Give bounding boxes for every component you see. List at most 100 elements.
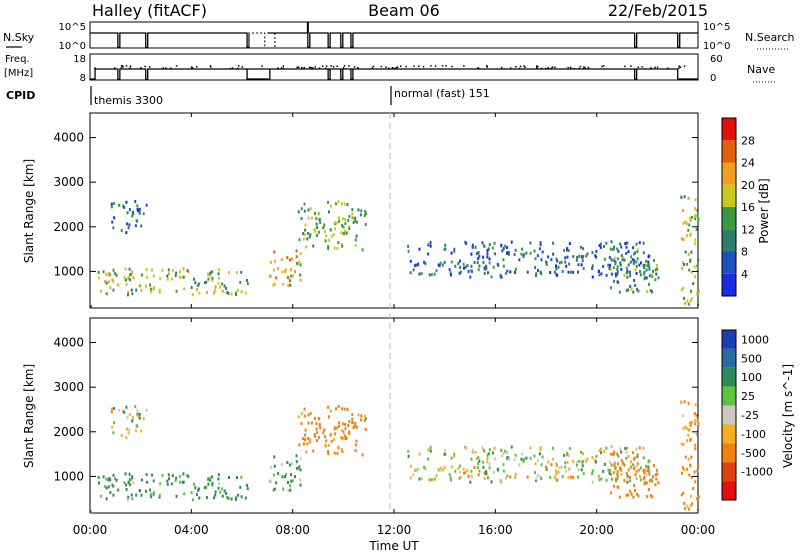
velocity-data-point (303, 407, 306, 411)
power-data-point (644, 276, 647, 280)
power-panel: 1000 2000 3000 4000 Slant Range [km] (22, 112, 700, 309)
power-data-point (132, 276, 135, 280)
velocity-data-point (433, 477, 436, 481)
power-data-point (236, 271, 239, 275)
velocity-data-point (618, 495, 621, 499)
power-data-point (135, 288, 138, 292)
power-data-point (629, 284, 632, 288)
power-data-point (363, 214, 366, 218)
velocity-data-point (607, 468, 610, 472)
velocity-data-point (514, 453, 517, 457)
power-data-point (282, 282, 285, 286)
velocity-data-point (638, 446, 641, 450)
power-data-point (299, 252, 302, 256)
velocity-data-point (609, 452, 612, 456)
velocity-data-point (682, 491, 685, 495)
power-colorbar-tick: 20 (741, 179, 755, 192)
power-data-point (643, 263, 646, 267)
power-data-point (130, 288, 133, 292)
velocity-data-point (284, 473, 287, 477)
power-data-point (488, 243, 491, 247)
velocity-data-point (300, 412, 303, 416)
velocity-data-point (581, 464, 584, 468)
power-data-point (300, 217, 303, 221)
velocity-data-point (364, 414, 367, 418)
velocity-data-point (684, 425, 687, 429)
velocity-data-point (142, 417, 145, 421)
velocity-data-point (418, 452, 421, 456)
velocity-data-point (554, 469, 557, 473)
nave-point (683, 65, 686, 67)
velocity-data-point (522, 459, 525, 463)
date-title: 22/Feb/2015 (608, 1, 708, 20)
velocity-data-point (236, 476, 239, 480)
power-data-point (354, 238, 357, 242)
nave-point (524, 66, 526, 69)
velocity-data-point (134, 429, 137, 433)
power-data-point (307, 231, 310, 235)
velocity-data-point (599, 451, 602, 455)
velocity-data-point (616, 462, 619, 466)
power-data-point (234, 291, 237, 295)
velocity-data-point (694, 480, 697, 484)
velocity-data-point (504, 449, 507, 453)
velocity-data-point (178, 475, 181, 479)
power-data-point (572, 255, 575, 259)
nave-point (583, 66, 585, 68)
power-data-point (625, 266, 628, 270)
power-data-point (351, 207, 354, 211)
power-data-point (619, 242, 622, 246)
velocity-data-point (635, 476, 638, 480)
velocity-data-point (244, 496, 247, 500)
power-data-point (128, 278, 131, 282)
velocity-data-point (594, 458, 597, 462)
velocity-data-point (221, 487, 224, 491)
velocity-data-point (654, 473, 657, 477)
velocity-data-point (120, 433, 123, 437)
velocity-data-point (136, 424, 139, 428)
power-data-point (520, 252, 523, 256)
cpid-label: CPID (6, 89, 35, 102)
velocity-data-point (694, 418, 697, 422)
power-data-point (682, 209, 685, 213)
velocity-data-point (416, 468, 419, 472)
power-data-point (620, 254, 623, 258)
power-data-point (612, 279, 615, 283)
power-data-point (654, 268, 657, 272)
velocity-data-point (636, 454, 639, 458)
nave-point (229, 67, 231, 70)
power-data-point (582, 255, 585, 259)
power-data-point (152, 287, 155, 291)
nave-point (330, 65, 332, 67)
velocity-data-point (221, 494, 224, 498)
freq-tick-top: 18 (73, 54, 86, 65)
power-data-point (638, 241, 641, 245)
velocity-data-point (158, 493, 161, 497)
velocity-data-point (318, 423, 321, 427)
velocity-data-point (483, 450, 486, 454)
power-data-point (485, 265, 488, 269)
velocity-data-point (639, 478, 642, 482)
nave-point (641, 66, 643, 68)
velocity-data-point (315, 427, 318, 431)
power-data-point (345, 231, 348, 235)
power-data-point (682, 221, 685, 225)
velocity-data-point (584, 459, 587, 463)
velocity-data-point (211, 481, 214, 485)
power-data-point (609, 247, 612, 251)
power-data-point (647, 262, 650, 266)
velocity-data-point (149, 488, 152, 492)
nave-point (667, 67, 669, 69)
nave-point (192, 67, 194, 70)
cpid-segment-2: normal (fast) 151 (394, 87, 490, 100)
velocity-data-point (316, 431, 319, 435)
velocity-data-point (102, 475, 105, 479)
power-data-point (576, 256, 579, 260)
velocity-data-point (488, 462, 491, 466)
x-tick-label: 00:00 (681, 523, 716, 537)
velocity-data-point (555, 462, 558, 466)
power-data-point (612, 266, 615, 270)
power-data-point (298, 260, 301, 264)
velocity-data-point (195, 493, 198, 497)
power-data-point (610, 272, 613, 276)
